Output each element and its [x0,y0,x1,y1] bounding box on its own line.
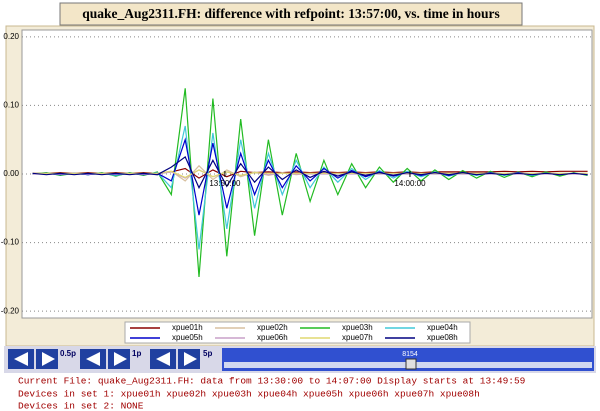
y-tick-label: 0.00 [3,169,19,178]
status-line: Devices in set 2: NONE [18,401,144,411]
step-label: 5p [203,349,212,358]
legend-label: xpue01h [172,323,203,332]
arrow-icon [14,352,28,366]
arrow-icon [184,352,197,366]
status-line: Devices in set 1: xpue01h xpue02h xpue03… [18,389,480,400]
status-line: Current File: quake_Aug2311.FH: data fro… [18,376,526,387]
legend-label: xpue05h [172,333,203,342]
legend-label: xpue02h [257,323,288,332]
y-tick-label: 0.20 [3,32,19,41]
legend-label: xpue08h [427,333,458,342]
y-tick-label: -0.20 [1,306,20,315]
arrow-icon [114,352,127,366]
slider-value: 8154 [402,351,418,358]
arrow-icon [156,352,170,366]
title-box [59,2,523,26]
step-label: 1p [132,349,141,358]
legend-label: xpue06h [257,333,288,342]
legend-box [124,321,471,344]
arrow-icon [86,352,100,366]
y-tick-label: -0.10 [1,238,20,247]
y-tick-label: 0.10 [3,101,19,110]
chart-title: quake_Aug2311.FH: difference with refpoi… [82,6,500,21]
x-tick-label: 13:50:00 [209,179,241,188]
series-line [32,155,588,190]
slider-thumb[interactable] [405,358,417,370]
legend-label: xpue03h [342,323,373,332]
arrow-icon [42,352,55,366]
legend-label: xpue04h [427,323,458,332]
x-tick-label: 14:00:00 [394,179,426,188]
legend-label: xpue07h [342,333,373,342]
step-label: 0.5p [60,349,76,358]
nav-buttons [8,349,200,369]
